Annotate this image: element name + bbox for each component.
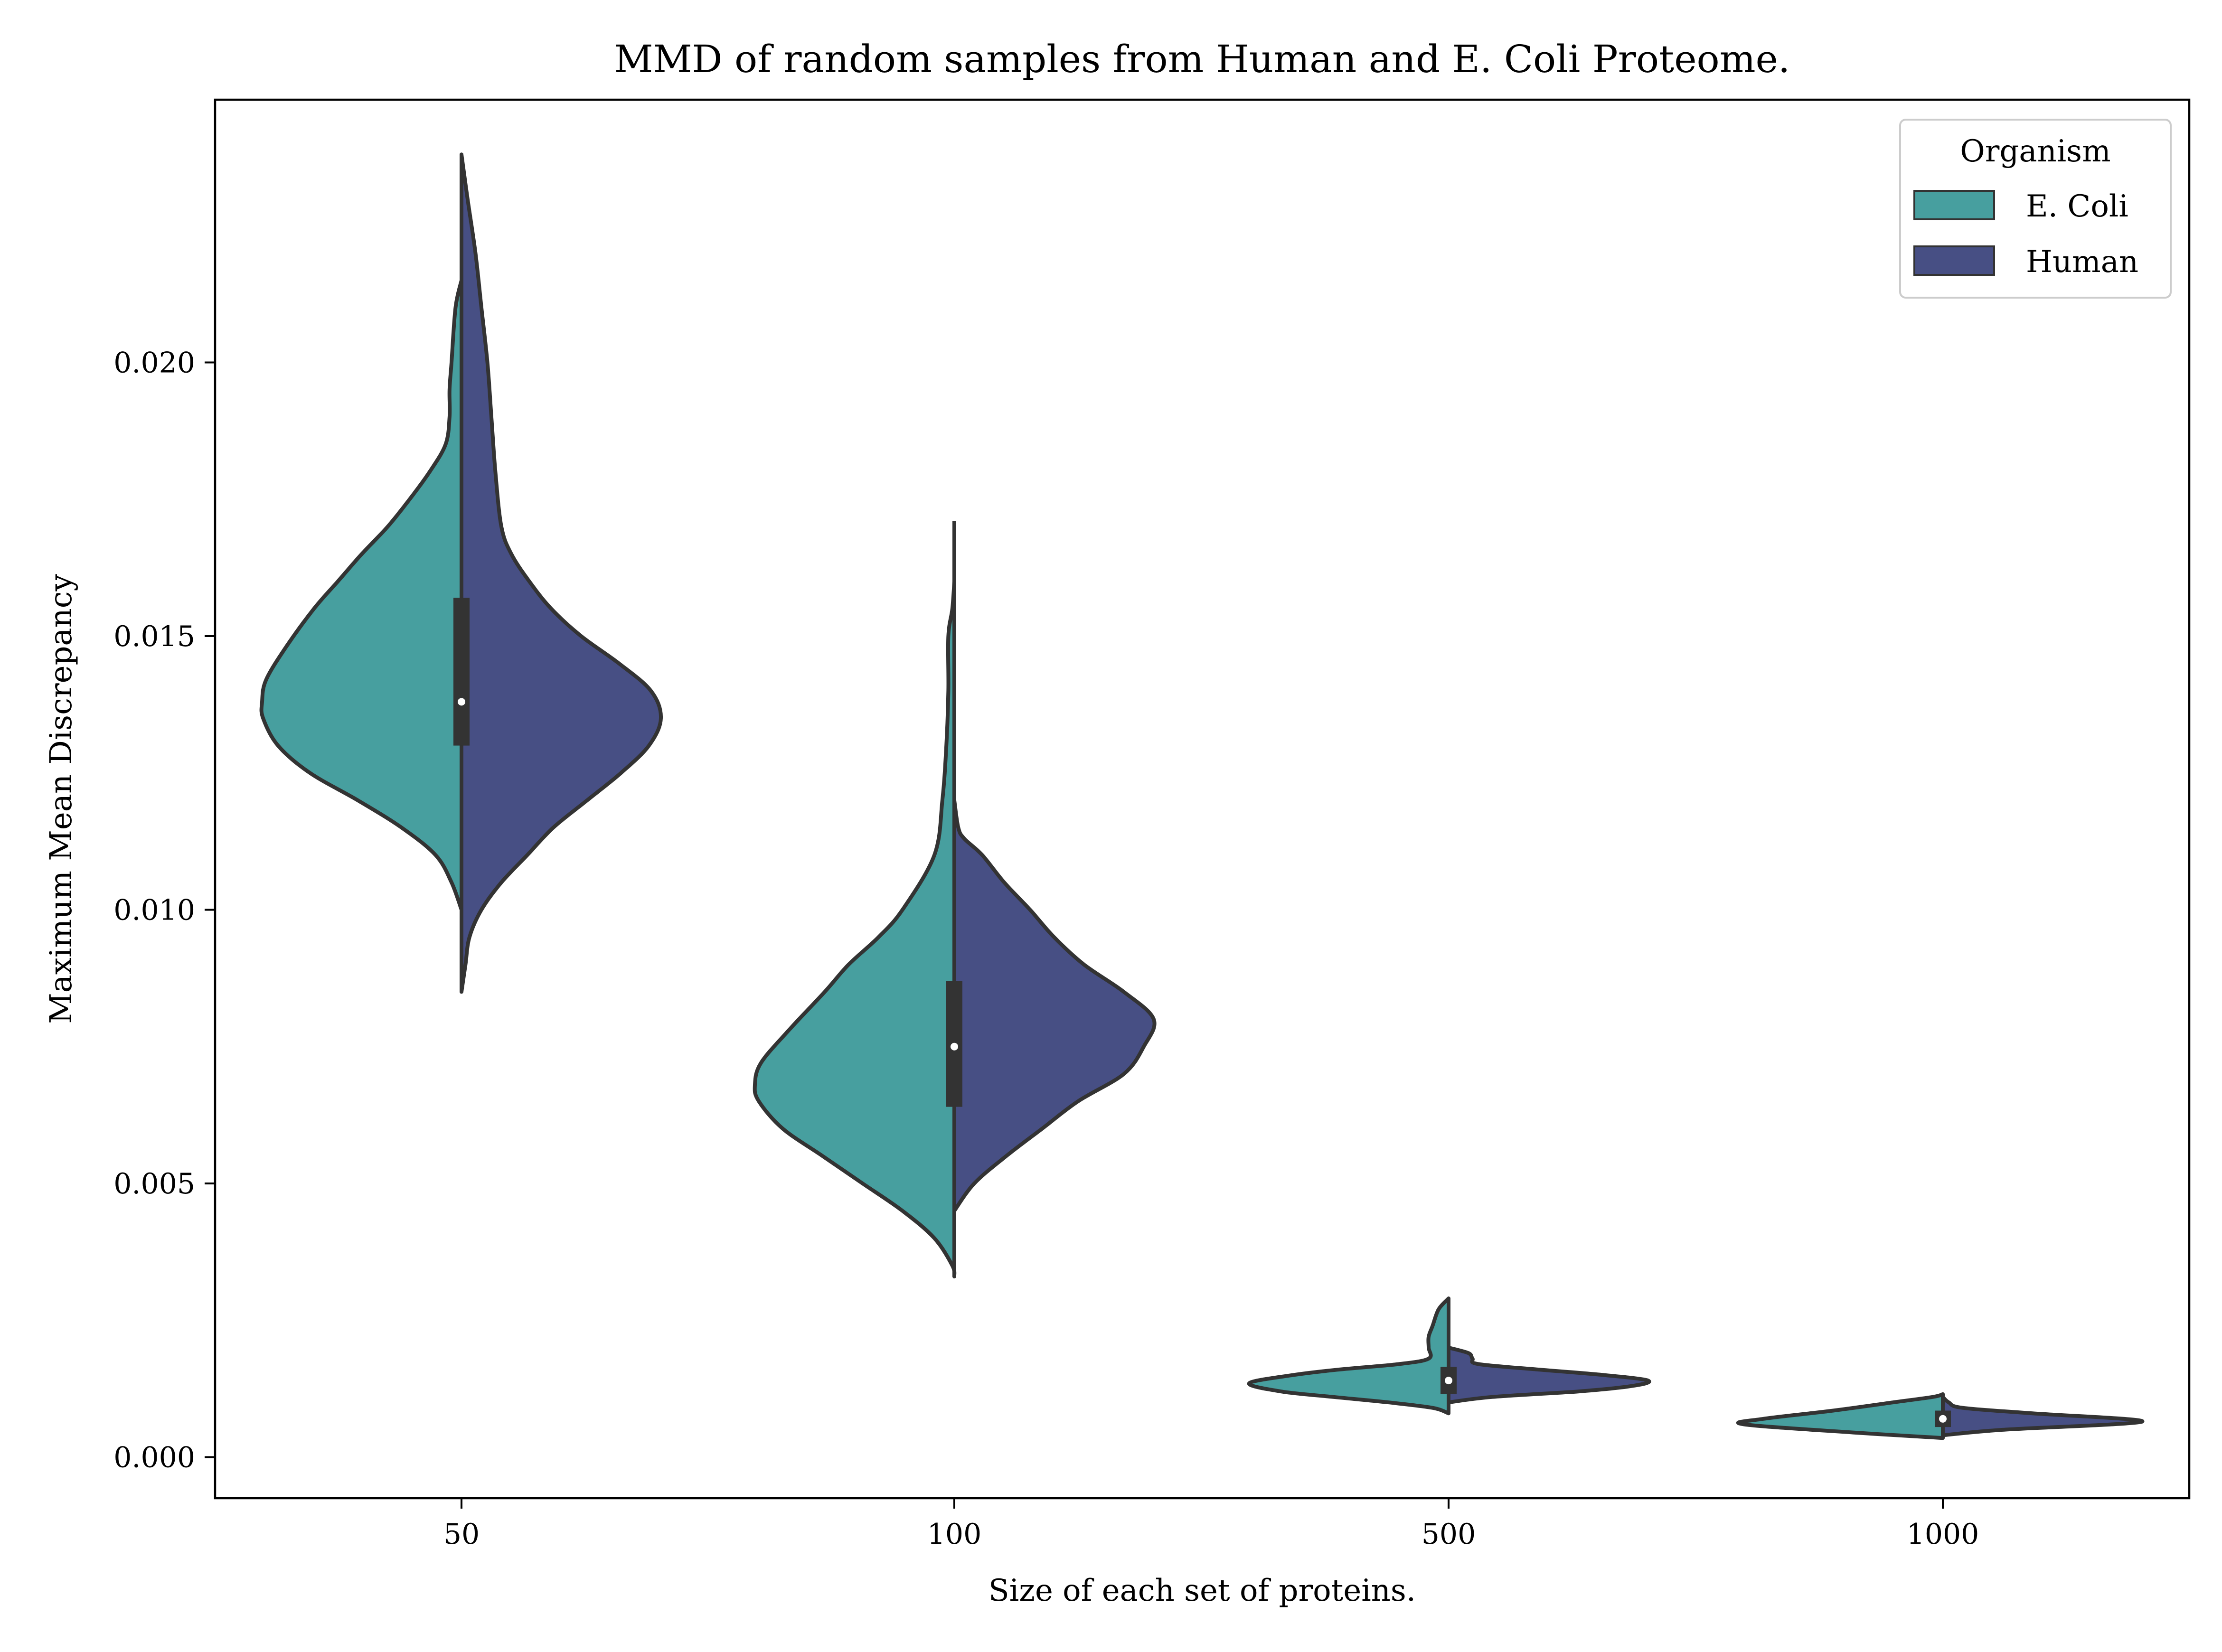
violin-e-coli-50 bbox=[259, 278, 463, 912]
x-axis: 50 100 500 1000 bbox=[443, 1498, 1979, 1551]
legend-label-human: Human bbox=[2026, 244, 2138, 280]
violin-human-1000 bbox=[1941, 1395, 2145, 1437]
plot-frame bbox=[214, 98, 2191, 1500]
violin-human-50 bbox=[460, 152, 663, 994]
legend-label-ecoli: E. Coli bbox=[2026, 189, 2128, 224]
iqr-box-50 bbox=[453, 598, 470, 746]
violin-e-coli-100 bbox=[753, 579, 957, 1278]
median-dot-100 bbox=[951, 1042, 958, 1051]
legend-swatch-ecoli bbox=[1913, 190, 1995, 220]
legend-swatch-human bbox=[1913, 245, 1995, 276]
violin-human-500 bbox=[1447, 1345, 1651, 1405]
x-tick-label: 500 bbox=[1422, 1518, 1476, 1551]
violin-e-coli-500 bbox=[1247, 1296, 1450, 1416]
median-dot-1000 bbox=[1939, 1415, 1947, 1423]
chart-title: MMD of random samples from Human and E. … bbox=[614, 37, 1790, 81]
violin-e-coli-1000 bbox=[1736, 1392, 1945, 1440]
y-tick-label: 0.020 bbox=[113, 346, 195, 379]
x-tick-label: 100 bbox=[927, 1518, 982, 1551]
violins bbox=[259, 152, 2145, 1440]
y-tick-label: 0.005 bbox=[113, 1167, 195, 1201]
y-tick-label: 0.015 bbox=[113, 620, 195, 653]
median-dot-50 bbox=[458, 698, 465, 706]
y-tick-label: 0.010 bbox=[113, 893, 195, 927]
legend-title: Organism bbox=[1960, 134, 2110, 169]
violin-human-100 bbox=[952, 798, 1157, 1213]
y-axis-label: Maximum Mean Discrepancy bbox=[44, 574, 79, 1024]
x-tick-label: 50 bbox=[443, 1518, 480, 1551]
x-tick-label: 1000 bbox=[1907, 1518, 1979, 1551]
median-dot-500 bbox=[1445, 1377, 1452, 1385]
x-axis-label: Size of each set of proteins. bbox=[989, 1573, 1416, 1608]
y-axis: 0.000 0.005 0.010 0.015 0.020 bbox=[113, 346, 215, 1474]
y-tick-label: 0.000 bbox=[113, 1441, 195, 1474]
box-summaries bbox=[453, 154, 1951, 1438]
legend: Organism E. Coli Human bbox=[1899, 119, 2172, 299]
